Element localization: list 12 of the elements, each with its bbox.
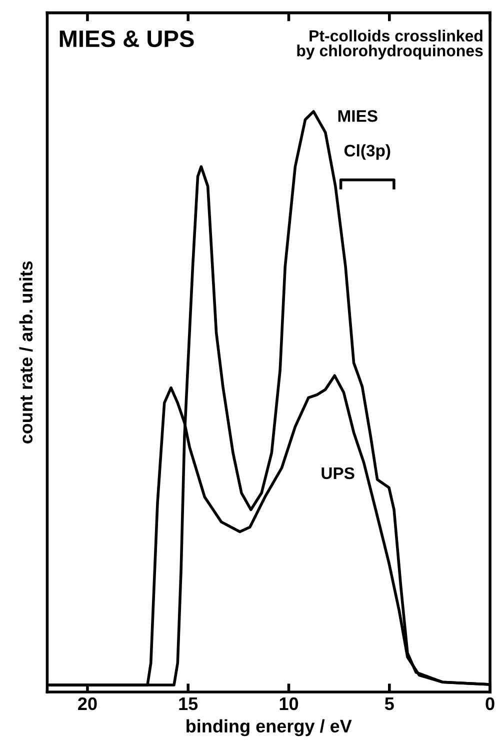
x-tick-label: 15	[179, 698, 198, 710]
x-tick-label: 20	[78, 697, 97, 710]
chart-subtitle: Pt-colloids crosslinked by chlorohydroquinones	[297, 30, 483, 60]
series-label: UPS	[322, 467, 354, 480]
x-tick-label: 0	[486, 697, 494, 710]
chart-title: MIES & UPS	[60, 30, 194, 48]
annotation: Cl(3p)	[344, 144, 390, 160]
series-label: MIES	[338, 110, 378, 122]
y-axis-title: count rate / arb. units	[19, 261, 33, 444]
x-axis-title: binding energy / eV	[186, 719, 352, 736]
x-tick-label: 5	[384, 698, 394, 710]
x-tick-label: 10	[280, 697, 298, 710]
